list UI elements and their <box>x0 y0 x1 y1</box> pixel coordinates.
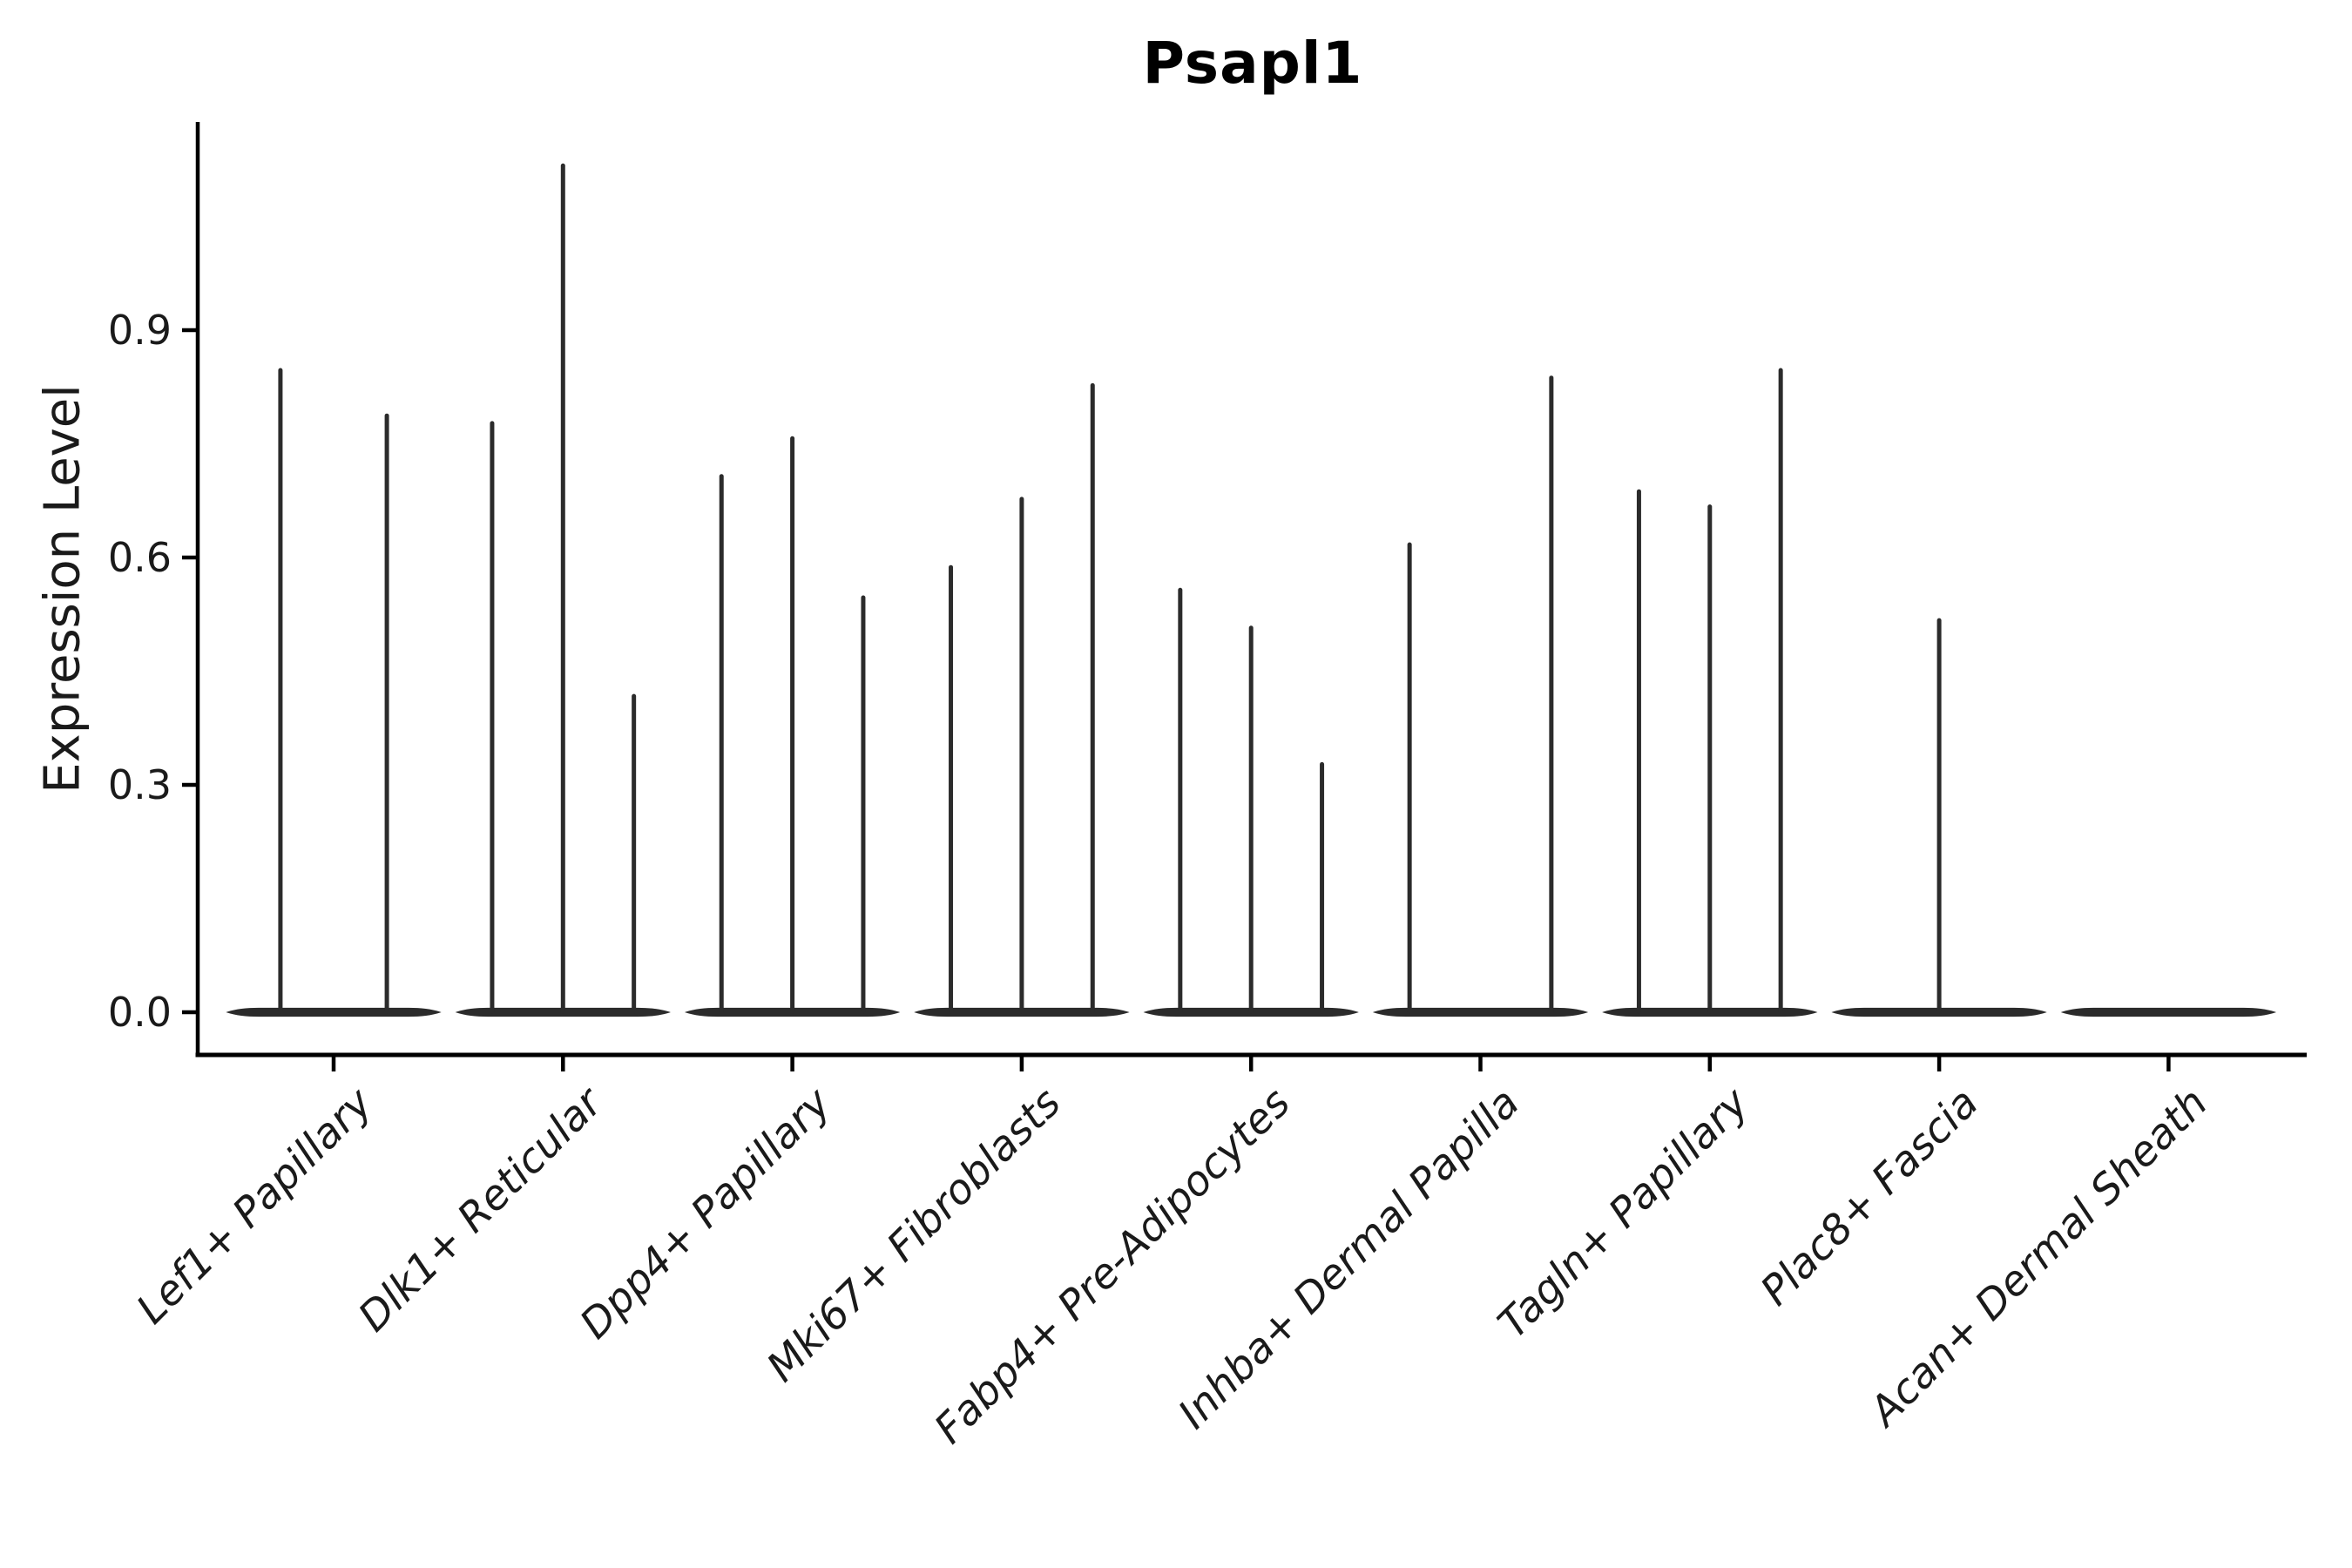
y-tick-label: 0.0 <box>107 989 172 1036</box>
violin-body <box>1372 1007 1589 1017</box>
chart-title: Psapl1 <box>1142 30 1363 97</box>
violin-body <box>226 1007 442 1017</box>
violin-body <box>2060 1007 2277 1017</box>
y-tick-label: 0.3 <box>107 761 172 808</box>
y-tick-label: 0.9 <box>107 307 172 354</box>
y-tick-label: 0.6 <box>107 534 172 581</box>
